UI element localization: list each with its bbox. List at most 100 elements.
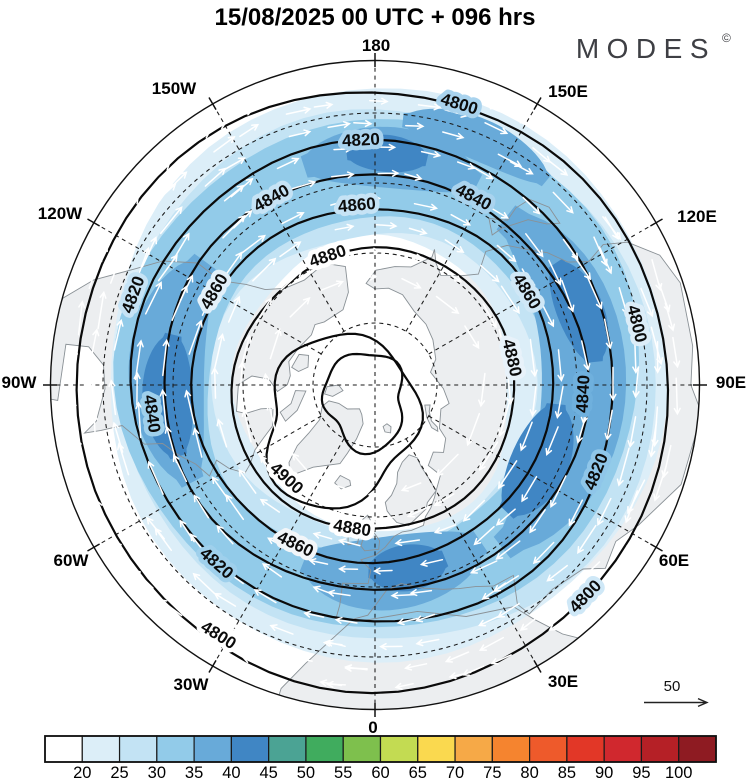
- wind-arrow-icon: [444, 651, 470, 663]
- wind-arrow-icon: [255, 297, 272, 323]
- colorbar-cell: [118, 735, 158, 763]
- wind-arrow-icon: [464, 325, 480, 350]
- wind-arrow-icon: [319, 679, 343, 687]
- wind-arrow-icon: [240, 334, 252, 368]
- wind-arrow-icon: [221, 567, 244, 585]
- wind-arrow-icon: [490, 654, 512, 665]
- wind-arrow-icon: [144, 281, 163, 315]
- wind-arrow-icon: [415, 613, 436, 623]
- wind-arrow-icon: [333, 145, 354, 153]
- wind-arrow-icon: [337, 80, 360, 88]
- wind-arrow-icon: [358, 247, 381, 255]
- wind-arrow-icon: [184, 389, 195, 425]
- longitude-label-90E: 90E: [716, 373, 746, 392]
- wind-arrow-icon: [654, 340, 662, 374]
- contour-label: 4840: [573, 375, 594, 414]
- meridian-line: [428, 222, 657, 355]
- wind-arrow-icon: [627, 416, 637, 449]
- wind-arrow-icon: [167, 171, 188, 191]
- boundary-tick: [650, 218, 663, 227]
- colorbar-cell: [678, 735, 717, 763]
- wind-arrow-icon: [587, 575, 612, 598]
- wind-arrow-icon: [262, 372, 270, 404]
- colorbar-cell: [193, 735, 232, 763]
- wind-arrow-icon: [405, 122, 425, 130]
- wind-arrow-icon: [319, 252, 343, 265]
- wind-arrow-icon: [327, 121, 351, 129]
- wind-arrow-icon: [212, 618, 237, 633]
- wind-arrow-icon: [367, 490, 393, 498]
- colorbar-cell: [417, 735, 456, 763]
- wind-arrow-icon: [337, 538, 361, 547]
- wind-arrow-icon: [586, 275, 603, 310]
- latitude-circle: [102, 112, 648, 658]
- wind-arrow-icon: [159, 206, 183, 235]
- wind-arrow-icon: [423, 85, 444, 93]
- colorbar-tick-label: 60: [371, 764, 389, 782]
- colorbar-tick-label: 100: [665, 764, 693, 782]
- wind-arrow-icon: [640, 287, 654, 318]
- longitude-label-0: 0: [368, 718, 377, 737]
- wind-arrow-icon: [417, 103, 442, 111]
- wind-arrow-icon: [568, 499, 584, 527]
- wind-arrow-icon: [344, 664, 368, 672]
- wind-arrow-icon: [213, 592, 237, 607]
- wind-arrow-icon: [148, 163, 171, 185]
- wind-arrow-icon: [288, 129, 312, 138]
- wind-arrow-icon: [442, 268, 463, 283]
- wind-arrow-icon: [557, 349, 565, 382]
- wind-arrow-icon: [313, 101, 334, 109]
- colorbar-tick-label: 55: [334, 764, 352, 782]
- wind-arrow-icon: [113, 318, 124, 351]
- wind-arrow-icon: [259, 498, 281, 513]
- wind-arrow-icon: [259, 454, 279, 480]
- wind-arrow-icon: [529, 509, 546, 534]
- height-contour-4840: [163, 173, 591, 591]
- colorbar-tick-label: 50: [297, 764, 315, 782]
- wind-arrow-icon: [252, 257, 277, 282]
- wind-arrow-icon: [529, 385, 537, 418]
- shading-patch-40-45: [499, 403, 574, 519]
- wind-arrow-icon: [673, 377, 681, 416]
- wind-arrow-icon: [444, 109, 469, 118]
- colorbar-frame: [44, 735, 717, 763]
- wind-arrow-icon: [121, 196, 139, 220]
- wind-arrow-icon: [555, 143, 579, 160]
- colorbar-cell: [44, 735, 83, 763]
- wind-arrow-icon: [478, 372, 486, 408]
- wind-arrow-icon: [505, 113, 528, 124]
- modes-logo-text: MODES: [576, 33, 716, 64]
- wind-arrow-icon: [109, 247, 126, 284]
- wind-arrow-icon: [222, 214, 246, 239]
- longitude-label-30E: 30E: [548, 672, 578, 691]
- wind-arrow-icon: [593, 236, 608, 267]
- meridian-line: [428, 415, 657, 548]
- wind-arrow-icon: [159, 599, 183, 617]
- wind-arrow-icon: [404, 663, 428, 671]
- colorbar-tick-label: 65: [409, 764, 427, 782]
- wind-arrow-icon: [188, 319, 203, 355]
- wind-arrow-icon: [648, 421, 658, 458]
- colorbar-cell: [156, 735, 195, 763]
- wind-arrow-icon: [664, 302, 676, 332]
- wind-arrow-icon: [320, 280, 345, 291]
- wind-arrow-icon: [70, 346, 79, 388]
- wind-arrow-icon: [353, 119, 373, 128]
- wind-arrow-icon: [609, 366, 617, 402]
- colorbar-tick-label: 80: [520, 764, 538, 782]
- wind-arrow-icon: [281, 211, 305, 225]
- wind-arrow-icon: [521, 268, 536, 293]
- wind-arrow-icon: [289, 296, 311, 318]
- wind-arrow-icon: [390, 591, 415, 599]
- wind-arrow-icon: [365, 79, 388, 87]
- longitude-label-30W: 30W: [174, 675, 210, 694]
- wind-arrow-icon: [159, 388, 167, 429]
- colorbar-cell: [491, 735, 531, 763]
- colorbar-tick-label: 35: [185, 764, 203, 782]
- wind-arrow-icon: [213, 135, 236, 153]
- copyright-icon: ©: [722, 31, 731, 45]
- wind-arrow-icon: [325, 480, 346, 490]
- wind-arrow-icon: [330, 196, 355, 206]
- wind-arrow-icon: [400, 482, 422, 492]
